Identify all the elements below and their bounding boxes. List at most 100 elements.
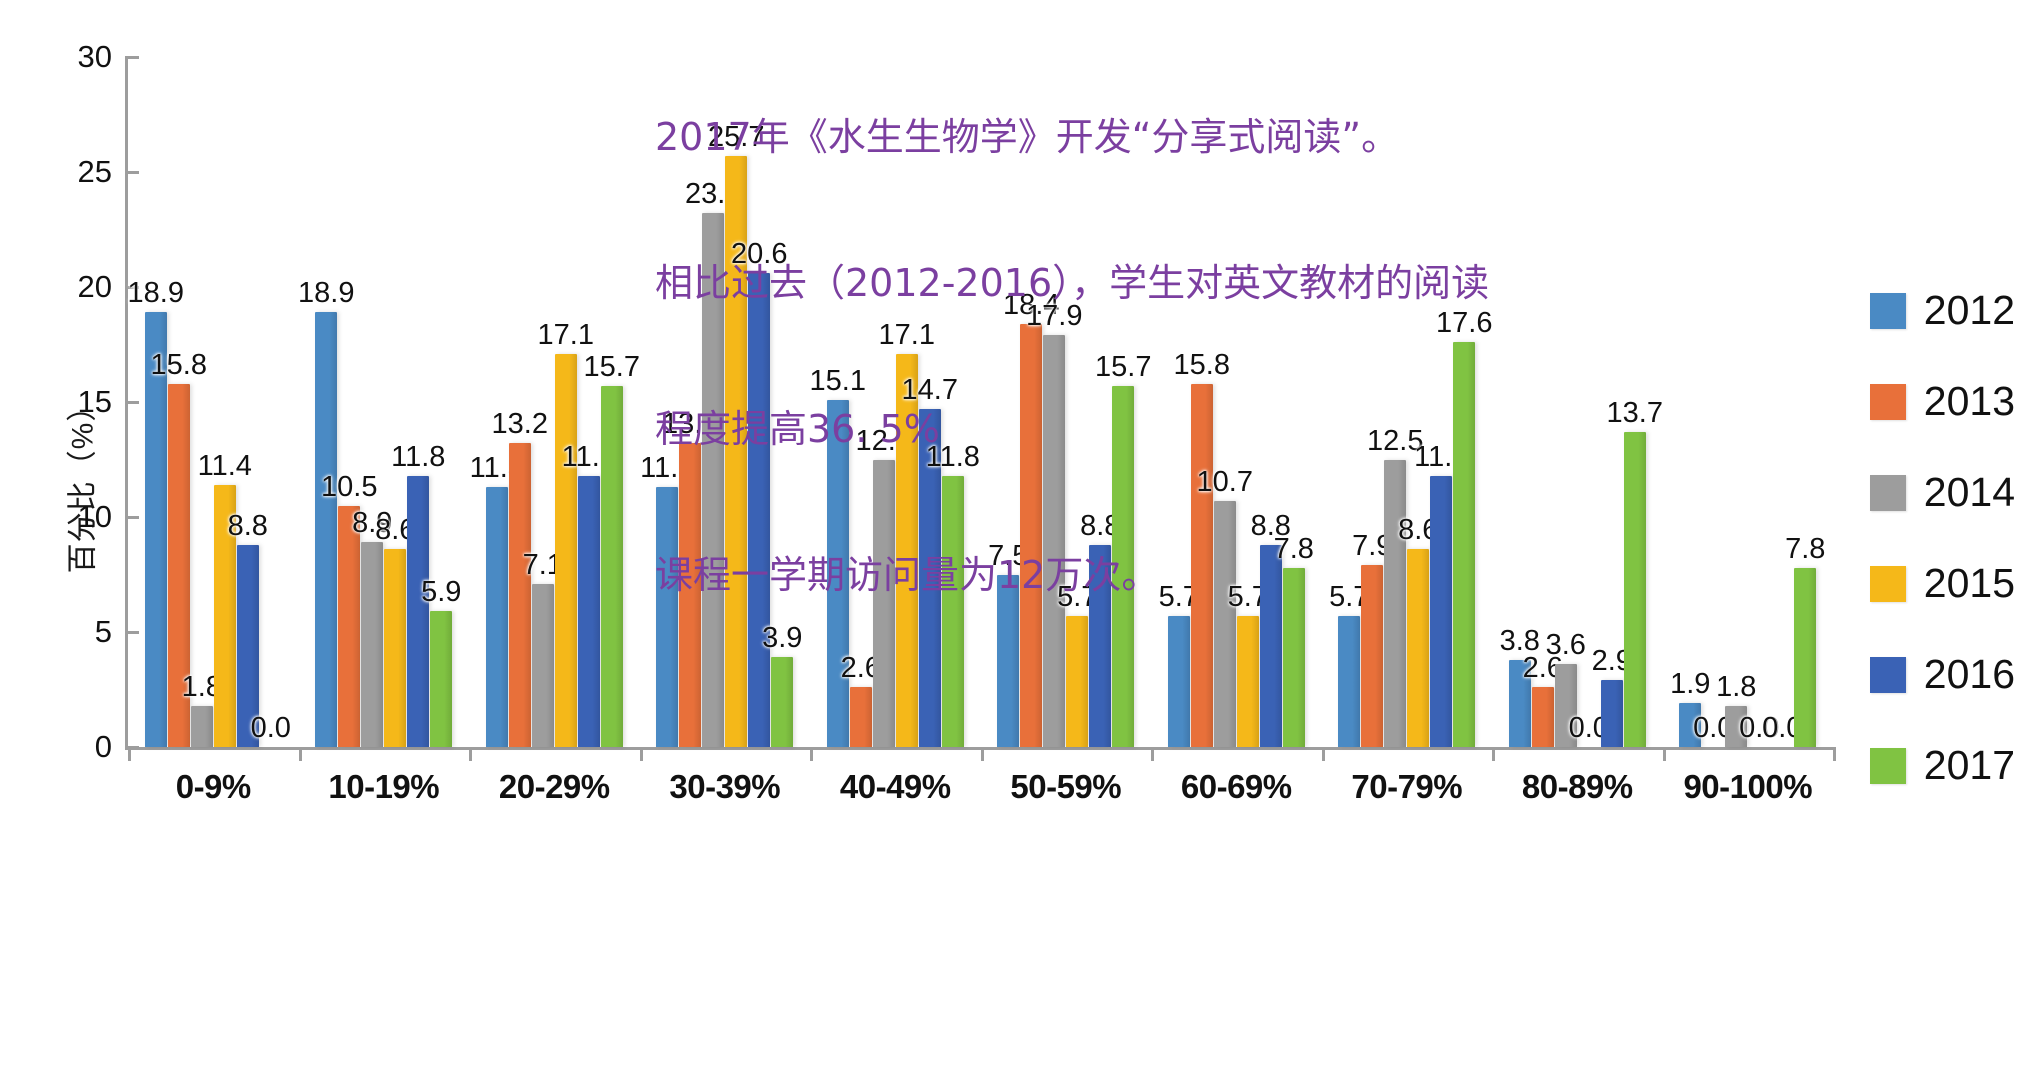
bar[interactable] <box>1508 659 1531 747</box>
y-tick <box>125 286 139 289</box>
bar[interactable] <box>1190 383 1213 747</box>
legend-item[interactable]: 2012 <box>1869 290 2015 331</box>
x-tick <box>1833 747 1836 761</box>
bar[interactable] <box>1259 544 1282 747</box>
bar-wrap: 3.8 <box>1500 57 1540 747</box>
bar-value-label: 10.5 <box>321 470 378 503</box>
bar[interactable] <box>508 443 531 747</box>
bar[interactable] <box>407 475 430 747</box>
bar-value-label: 15.1 <box>809 364 866 397</box>
bar[interactable] <box>1430 475 1453 747</box>
bar[interactable] <box>1725 705 1748 747</box>
bar[interactable] <box>1167 615 1190 747</box>
bar[interactable] <box>384 549 407 747</box>
bar[interactable] <box>1794 567 1817 747</box>
bar[interactable] <box>1043 335 1066 747</box>
bar-wrap: 11.3 <box>470 57 524 747</box>
bar-wrap: 13.2 <box>492 57 548 747</box>
bar-wrap: 8.8 <box>1251 57 1291 747</box>
bar[interactable] <box>771 657 794 747</box>
bar[interactable] <box>849 687 872 747</box>
bar-value-label: 18.9 <box>127 277 184 310</box>
bar-value-label: 3.8 <box>1499 624 1540 657</box>
bar-value-label: 15.7 <box>583 350 640 383</box>
bar[interactable] <box>554 353 577 747</box>
bar[interactable] <box>918 408 941 747</box>
bar[interactable] <box>600 385 623 747</box>
legend-item[interactable]: 2013 <box>1869 381 2015 422</box>
bar-wrap: 17.6 <box>1436 57 1492 747</box>
bar[interactable] <box>236 544 259 747</box>
bar[interactable] <box>531 583 554 747</box>
bar-wrap: 8.6 <box>375 57 415 747</box>
legend-item[interactable]: 2017 <box>1869 745 2015 786</box>
bar[interactable] <box>485 487 508 747</box>
bar[interactable] <box>1282 567 1305 747</box>
bar[interactable] <box>1213 500 1236 747</box>
bar[interactable] <box>656 487 679 747</box>
bar[interactable] <box>748 273 771 747</box>
legend-item[interactable]: 2014 <box>1869 472 2015 513</box>
bar[interactable] <box>679 443 702 747</box>
x-tick <box>1151 747 1154 761</box>
x-tick <box>980 747 984 761</box>
bar[interactable] <box>190 705 213 747</box>
bar[interactable] <box>1679 703 1702 747</box>
bar[interactable] <box>577 475 600 747</box>
bar-value-label: 8.8 <box>227 509 268 542</box>
bar[interactable] <box>1600 680 1623 747</box>
bar[interactable] <box>1531 687 1554 747</box>
y-tick-label: 0 <box>94 729 112 764</box>
x-axis-label: 0-9% <box>175 768 252 805</box>
bar[interactable] <box>430 611 453 747</box>
bar-group: 7.5 18.4 17.9 5.7 8.8 15.7 <box>981 57 1151 747</box>
bar[interactable] <box>213 484 236 747</box>
bar[interactable] <box>1361 565 1384 747</box>
bar[interactable] <box>1554 664 1577 747</box>
bar-wrap: 11.4 <box>198 57 252 747</box>
x-axis-label: 70-79% <box>1351 768 1463 805</box>
x-axis-label: 90-100% <box>1683 768 1813 805</box>
bar[interactable] <box>1453 342 1476 747</box>
bar[interactable] <box>1407 549 1430 747</box>
bar-groups: 18.9 15.8 1.8 11.4 8.8 0.0 18.9 10.5 8.9 8.6 11.8 5… <box>128 57 1833 747</box>
bar-wrap: 15.1 <box>810 57 866 747</box>
bar[interactable] <box>1384 459 1407 747</box>
bar[interactable] <box>1089 544 1112 747</box>
bar[interactable] <box>997 574 1020 747</box>
bar[interactable] <box>941 475 964 747</box>
annotation-line-1: 2017年《水生生物学》开发“分享式阅读”。 <box>655 115 1400 160</box>
bar[interactable] <box>872 459 895 747</box>
bar-wrap: 15.7 <box>1095 57 1151 747</box>
x-tick <box>1662 747 1666 761</box>
bar[interactable] <box>895 353 918 747</box>
bar[interactable] <box>826 399 849 747</box>
bar[interactable] <box>702 213 725 747</box>
bar-wrap: 0.0 <box>1739 57 1779 747</box>
bar[interactable] <box>1236 615 1259 747</box>
bar[interactable] <box>1066 615 1089 747</box>
bar-wrap: 11.8 <box>391 57 445 747</box>
bar[interactable] <box>1112 385 1135 747</box>
bar[interactable] <box>1020 323 1043 747</box>
bar[interactable] <box>725 155 748 747</box>
bar[interactable] <box>315 312 338 747</box>
annotation-text: 2017年《水生生物学》开发“分享式阅读”。 相比过去（2012-2016），学… <box>655 16 1489 697</box>
bar-wrap: 15.7 <box>584 57 640 747</box>
legend-item[interactable]: 2016 <box>1869 654 2015 695</box>
bar[interactable] <box>1623 431 1646 747</box>
bar-wrap: 3.9 <box>762 57 802 747</box>
bar[interactable] <box>338 505 361 747</box>
x-axis-label: 60-69% <box>1180 768 1292 805</box>
bar[interactable] <box>1338 615 1361 747</box>
bar-value-label: 0.0 <box>1739 712 1780 744</box>
legend-item[interactable]: 2015 <box>1869 563 2015 604</box>
bar[interactable] <box>361 542 384 747</box>
bar-group: 5.7 7.9 12.5 8.6 11.8 17.6 <box>1322 57 1492 747</box>
bar[interactable] <box>167 383 190 747</box>
legend-swatch-icon <box>1869 383 1906 420</box>
y-tick <box>125 401 139 404</box>
legend-swatch-icon <box>1869 565 1906 602</box>
bar-value-label: 11.4 <box>197 449 252 482</box>
bar[interactable] <box>144 312 167 747</box>
